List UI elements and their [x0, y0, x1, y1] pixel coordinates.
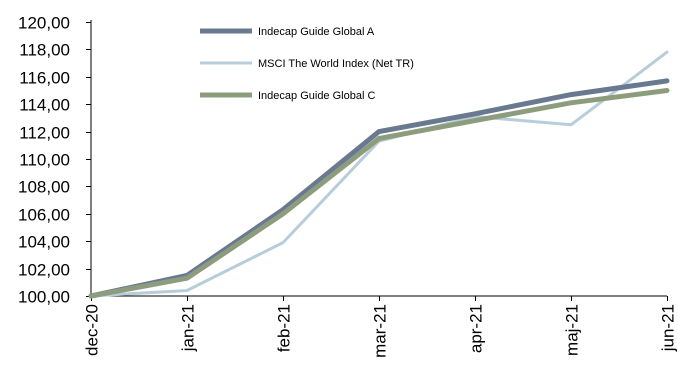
x-tick-label: apr-21 — [467, 304, 486, 353]
x-axis-tick-labels: dec-20 jan-21 feb-21 mar-21 apr-21 maj-21 jun-… — [83, 304, 678, 358]
x-tick-label: mar-21 — [371, 304, 390, 358]
x-tick-label: jun-21 — [659, 304, 678, 352]
series-line — [88, 78, 670, 299]
x-tick-label: feb-21 — [275, 304, 294, 352]
legend: Indecap Guide Global A MSCI The World Ind… — [200, 26, 414, 102]
y-tick-label: 102,00 — [18, 261, 70, 280]
x-tick-label: dec-20 — [83, 304, 102, 356]
y-tick-label: 112,00 — [19, 124, 70, 143]
legend-label: MSCI The World Index (Net TR) — [258, 58, 414, 70]
y-tick-label: 114,00 — [19, 96, 70, 115]
y-tick-label: 120,00 — [18, 14, 70, 33]
legend-label: Indecap Guide Global C — [258, 90, 375, 102]
x-tick-label: jan-21 — [179, 304, 198, 352]
legend-label: Indecap Guide Global A — [258, 26, 375, 38]
y-tick-label: 106,00 — [18, 206, 70, 225]
series-lines — [88, 50, 670, 299]
y-tick-label: 104,00 — [18, 233, 70, 252]
series-line — [88, 88, 670, 299]
y-tick-label: 100,00 — [18, 288, 70, 307]
y-axis-tick-labels: 100,00 102,00 104,00 106,00 108,00 110,00 112,… — [18, 14, 70, 307]
y-tick-label: 110,00 — [19, 151, 70, 170]
axes — [86, 20, 668, 301]
y-tick-label: 118,00 — [19, 41, 70, 60]
x-tick-label: maj-21 — [563, 304, 582, 356]
series-line — [89, 50, 669, 298]
y-tick-label: 108,00 — [18, 178, 70, 197]
y-tick-label: 116,00 — [19, 69, 70, 88]
